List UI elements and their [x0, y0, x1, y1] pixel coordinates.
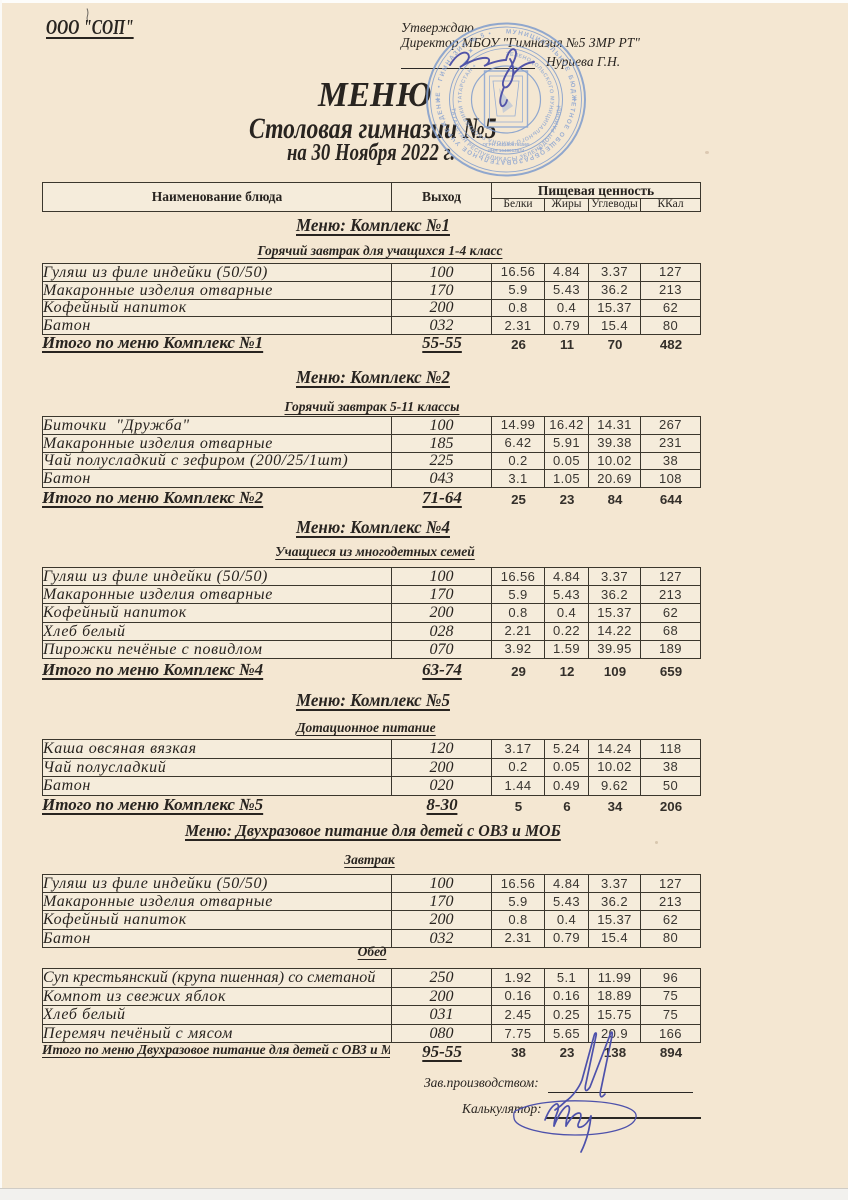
svg-text:ОГРН 1021606764565: ОГРН 1021606764565 — [482, 142, 529, 147]
svg-text:✦: ✦ — [538, 145, 544, 153]
svg-text:✦: ✦ — [435, 96, 441, 104]
svg-text:ИНН 1648013834: ИНН 1648013834 — [488, 148, 525, 153]
svg-text:✦: ✦ — [572, 96, 578, 104]
svg-text:✦: ✦ — [468, 47, 474, 55]
